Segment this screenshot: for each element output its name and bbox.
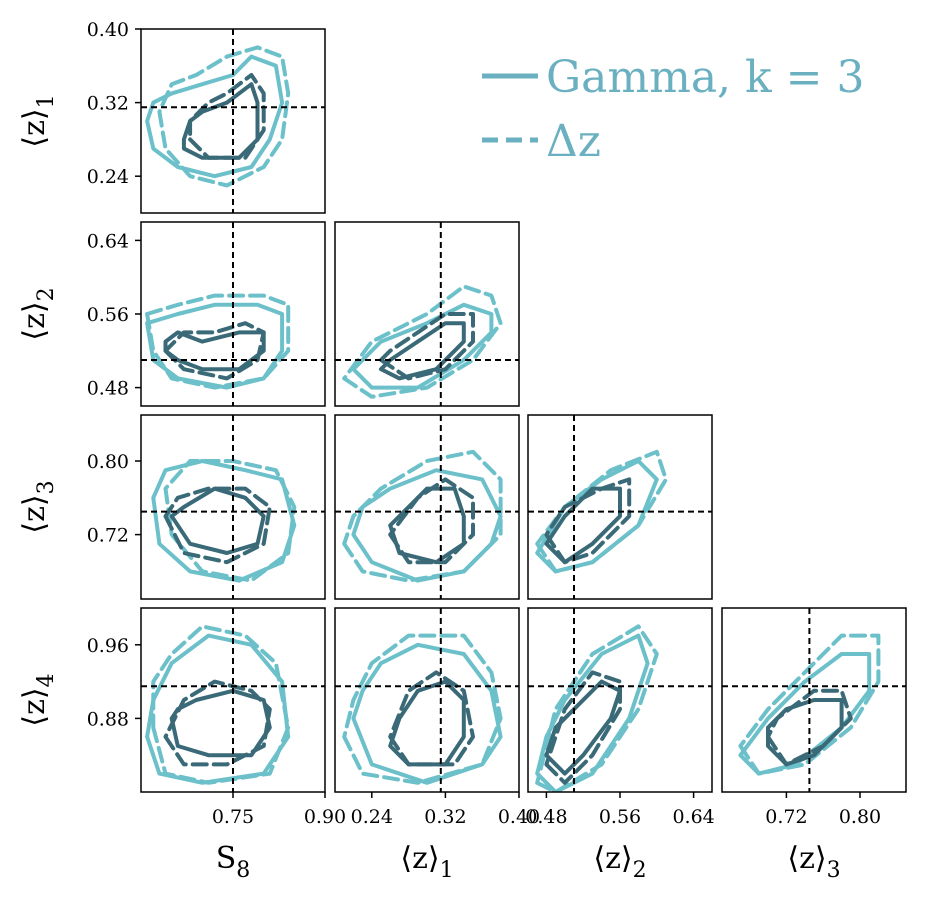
x-axis-label-z2: ⟨z⟩2: [593, 841, 646, 883]
y-tick-label: 0.24: [87, 166, 129, 188]
contour-inner-gamma: [169, 688, 272, 758]
contours: [535, 624, 659, 792]
x-axis-label-S8: S8: [216, 841, 251, 883]
x-tick-label: 0.75: [212, 806, 254, 828]
contour-outer-dz: [145, 293, 291, 390]
panel-z2-z3: [527, 414, 713, 600]
x-tick-label: 0.48: [525, 806, 567, 828]
contour-outer-dz: [535, 449, 668, 574]
panel-S8-z4: 0.88 0.96 0.75 0.90: [87, 607, 346, 828]
x-tick-label: 0.24: [351, 806, 393, 828]
panel-frame: [527, 414, 713, 600]
contour-outer-dz: [342, 449, 503, 583]
panel-z2-z4: 0.48 0.56 0.64: [525, 607, 715, 828]
y-tick-label: 0.64: [87, 230, 129, 252]
legend-label-dz: Δz: [546, 116, 601, 167]
contour-inner-dz: [388, 670, 475, 767]
legend-label-gamma: Gamma, k = 3: [546, 52, 865, 103]
y-tick-label: 0.32: [87, 93, 129, 115]
legend: Gamma, k = 3 Δz: [482, 52, 865, 167]
contour-inner-gamma: [379, 321, 466, 381]
panel-z1-z2: [334, 221, 520, 407]
x-tick-label: 0.90: [304, 806, 346, 828]
contour-outer-gamma: [351, 302, 494, 390]
contour-outer-gamma: [351, 468, 503, 583]
panel-S8-z1: 0.24 0.32 0.40: [87, 19, 326, 214]
contour-inner-dz: [388, 477, 475, 565]
contour-outer-gamma: [351, 642, 503, 785]
panel-frame: [721, 607, 907, 793]
panel-frame: [334, 607, 520, 793]
contour-inner-gamma: [169, 486, 266, 555]
panel-z1-z3: [334, 414, 520, 600]
x-axis-label-z3: ⟨z⟩3: [787, 841, 840, 883]
y-tick-label: 0.40: [87, 19, 129, 41]
panel-S8-z2: 0.48 0.56 0.64: [87, 221, 326, 407]
contour-inner-dz: [544, 477, 632, 565]
contours: [738, 633, 881, 776]
y-tick-label: 0.88: [87, 708, 129, 730]
contours: [151, 459, 297, 583]
panel-frame: [140, 414, 326, 600]
y-tick-label: 0.80: [87, 451, 129, 473]
contour-outer-dz: [342, 633, 503, 785]
contours: [145, 624, 291, 785]
contour-inner-dz: [379, 312, 475, 381]
contour-outer-dz: [738, 633, 881, 776]
contour-inner-dz: [766, 688, 853, 767]
contour-inner-dz: [163, 321, 266, 381]
contour-outer-dz: [151, 624, 291, 785]
y-tick-label: 0.56: [87, 304, 129, 326]
x-tick-label: 0.80: [839, 806, 881, 828]
panel-S8-z3: 0.72 0.80: [87, 414, 326, 600]
panel-z1-z4: 0.24 0.32 0.40: [334, 607, 540, 828]
contours: [145, 293, 291, 390]
y-tick-label: 0.48: [87, 378, 129, 400]
x-tick-label: 0.64: [672, 806, 714, 828]
x-tick-label: 0.56: [599, 806, 641, 828]
y-axis-label-z4: ⟨z⟩4: [17, 673, 59, 726]
contour-inner-gamma: [388, 679, 466, 767]
contours: [342, 633, 503, 785]
x-axis-label-z1: ⟨z⟩1: [400, 841, 453, 883]
y-tick-label: 0.72: [87, 525, 129, 547]
x-tick-label: 0.40: [498, 806, 540, 828]
y-axis-label-z3: ⟨z⟩3: [17, 480, 59, 533]
contour-inner-dz: [163, 486, 272, 565]
panel-frame: [140, 28, 326, 214]
contour-inner-dz: [188, 73, 266, 160]
x-tick-label: 0.72: [765, 806, 807, 828]
contours: [145, 45, 291, 188]
y-axis-label-z2: ⟨z⟩2: [17, 287, 59, 340]
panel-z3-z4: 0.72 0.80: [721, 607, 907, 828]
contour-outer-dz: [535, 624, 659, 792]
panel-frame: [334, 221, 520, 407]
y-tick-label: 0.96: [87, 635, 129, 657]
contour-outer-dz: [157, 45, 291, 188]
contours: [342, 284, 503, 399]
y-axis-label-z1: ⟨z⟩1: [17, 94, 59, 147]
x-tick-label: 0.32: [424, 806, 466, 828]
contour-outer-dz: [342, 284, 503, 399]
contours: [342, 449, 503, 583]
panel-frame: [334, 414, 520, 600]
contour-inner-dz: [163, 679, 272, 767]
contour-inner-dz: [544, 670, 622, 785]
